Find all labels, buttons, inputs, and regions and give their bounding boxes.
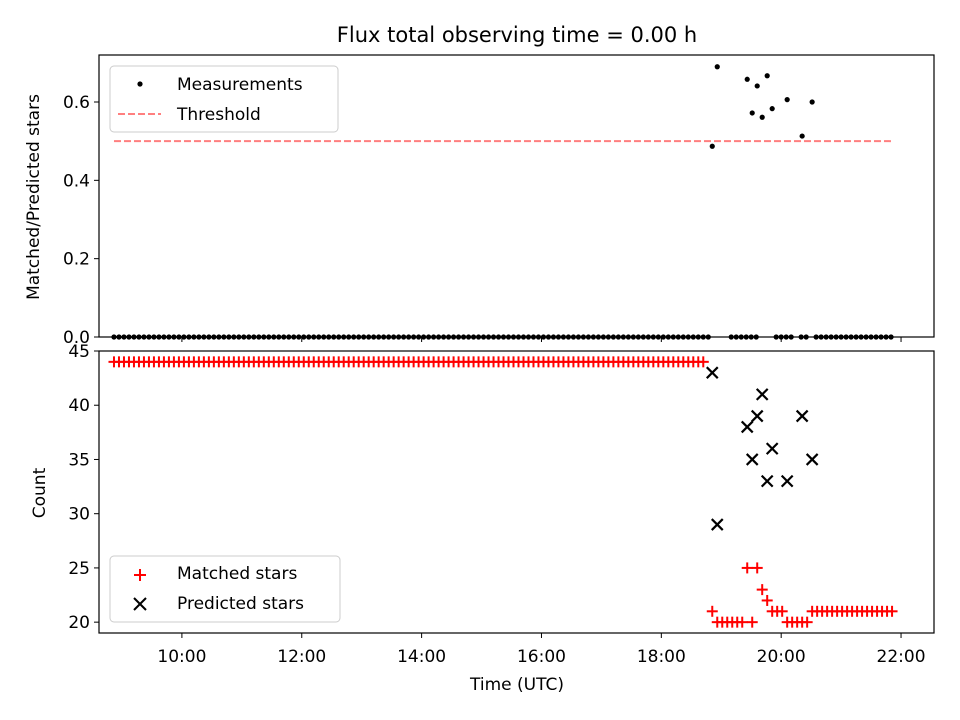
count-points	[108, 356, 898, 628]
measurement-point	[759, 114, 765, 120]
x-tick-label: 18:00	[637, 647, 686, 667]
bottom-y-tick-label: 40	[68, 396, 90, 416]
x-tick-label: 22:00	[877, 647, 926, 667]
top-axes-frame	[98, 54, 935, 338]
bottom-legend: Matched stars Predicted stars	[109, 555, 341, 623]
matched-star-point	[746, 616, 758, 628]
bottom-y-tick-label: 45	[68, 342, 90, 362]
legend-matched-marker	[134, 569, 146, 581]
x-tick-label: 16:00	[517, 647, 566, 667]
top-y-tick-label: 0.0	[63, 328, 90, 348]
bottom-y-tick-label: 25	[68, 559, 90, 579]
legend-predicted-label: Predicted stars	[177, 594, 304, 614]
predicted-star-point	[705, 366, 719, 379]
measurement-point	[769, 106, 775, 112]
top-y-tick-label: 0.2	[63, 250, 90, 270]
bottom-ticks: 10:00 12:00 14:00 16:00 18:00 20:00 22:00 20 25 3…	[68, 342, 925, 667]
measurement-point	[749, 110, 755, 116]
legend-measurements-marker	[137, 81, 143, 87]
x-axis-label: Time (UTC)	[469, 675, 564, 695]
bottom-y-axis-label: Count	[30, 467, 50, 518]
predicted-star-point	[760, 474, 774, 488]
measurement-point	[799, 133, 805, 139]
predicted-star-point	[710, 518, 724, 531]
matched-star-point	[741, 562, 753, 574]
top-y-axis-label: Matched/Predicted stars	[24, 94, 44, 300]
measurement-point	[784, 97, 790, 103]
measurement-point	[709, 143, 715, 149]
x-tick-label: 12:00	[277, 647, 326, 667]
measurement-point	[744, 76, 750, 82]
legend-matched-label: Matched stars	[177, 564, 297, 584]
predicted-star-point	[750, 409, 764, 423]
bottom-y-tick-label: 35	[68, 450, 90, 470]
top-panel: 0.0 0.2 0.4 0.6 Matched/Predicted stars Mea…	[24, 54, 935, 348]
bottom-y-tick-label: 20	[68, 613, 90, 633]
predicted-star-point	[805, 453, 819, 466]
predicted-star-point	[765, 442, 779, 455]
x-tick-label: 14:00	[397, 647, 446, 667]
matched-star-point	[776, 605, 788, 617]
legend-predicted-marker	[133, 597, 147, 611]
predicted-star-point	[740, 420, 754, 434]
predicted-star-point	[795, 409, 809, 423]
legend-measurements-label: Measurements	[177, 75, 303, 95]
matched-star-point	[751, 562, 763, 574]
top-legend: Measurements Threshold	[109, 65, 339, 133]
top-y-tick-label: 0.4	[63, 171, 90, 191]
predicted-star-point	[755, 388, 769, 401]
legend-threshold-label: Threshold	[176, 105, 261, 125]
bottom-panel: 10:00 12:00 14:00 16:00 18:00 20:00 22:00 20 25 3…	[30, 342, 935, 695]
top-y-tick-label: 0.6	[63, 93, 90, 113]
matched-star-point	[801, 616, 813, 628]
matched-star-point	[697, 356, 709, 368]
top-ticks: 0.0 0.2 0.4 0.6	[63, 93, 902, 348]
bottom-y-tick-label: 30	[68, 505, 90, 525]
measurement-point	[809, 99, 815, 105]
matched-star-point	[761, 594, 773, 606]
chart-title: Flux total observing time = 0.00 h	[337, 23, 697, 47]
predicted-star-point	[780, 474, 794, 488]
bottom-axes-frame	[98, 350, 935, 634]
predicted-star-point	[745, 453, 759, 466]
measurement-point	[754, 83, 760, 89]
measurement-point	[764, 73, 770, 79]
matched-star-point	[736, 616, 748, 628]
x-tick-label: 10:00	[157, 647, 206, 667]
matched-star-point	[756, 584, 768, 596]
x-tick-label: 20:00	[757, 647, 806, 667]
matched-star-point	[886, 605, 898, 617]
measurement-point	[714, 64, 720, 70]
matched-star-point	[706, 605, 718, 617]
